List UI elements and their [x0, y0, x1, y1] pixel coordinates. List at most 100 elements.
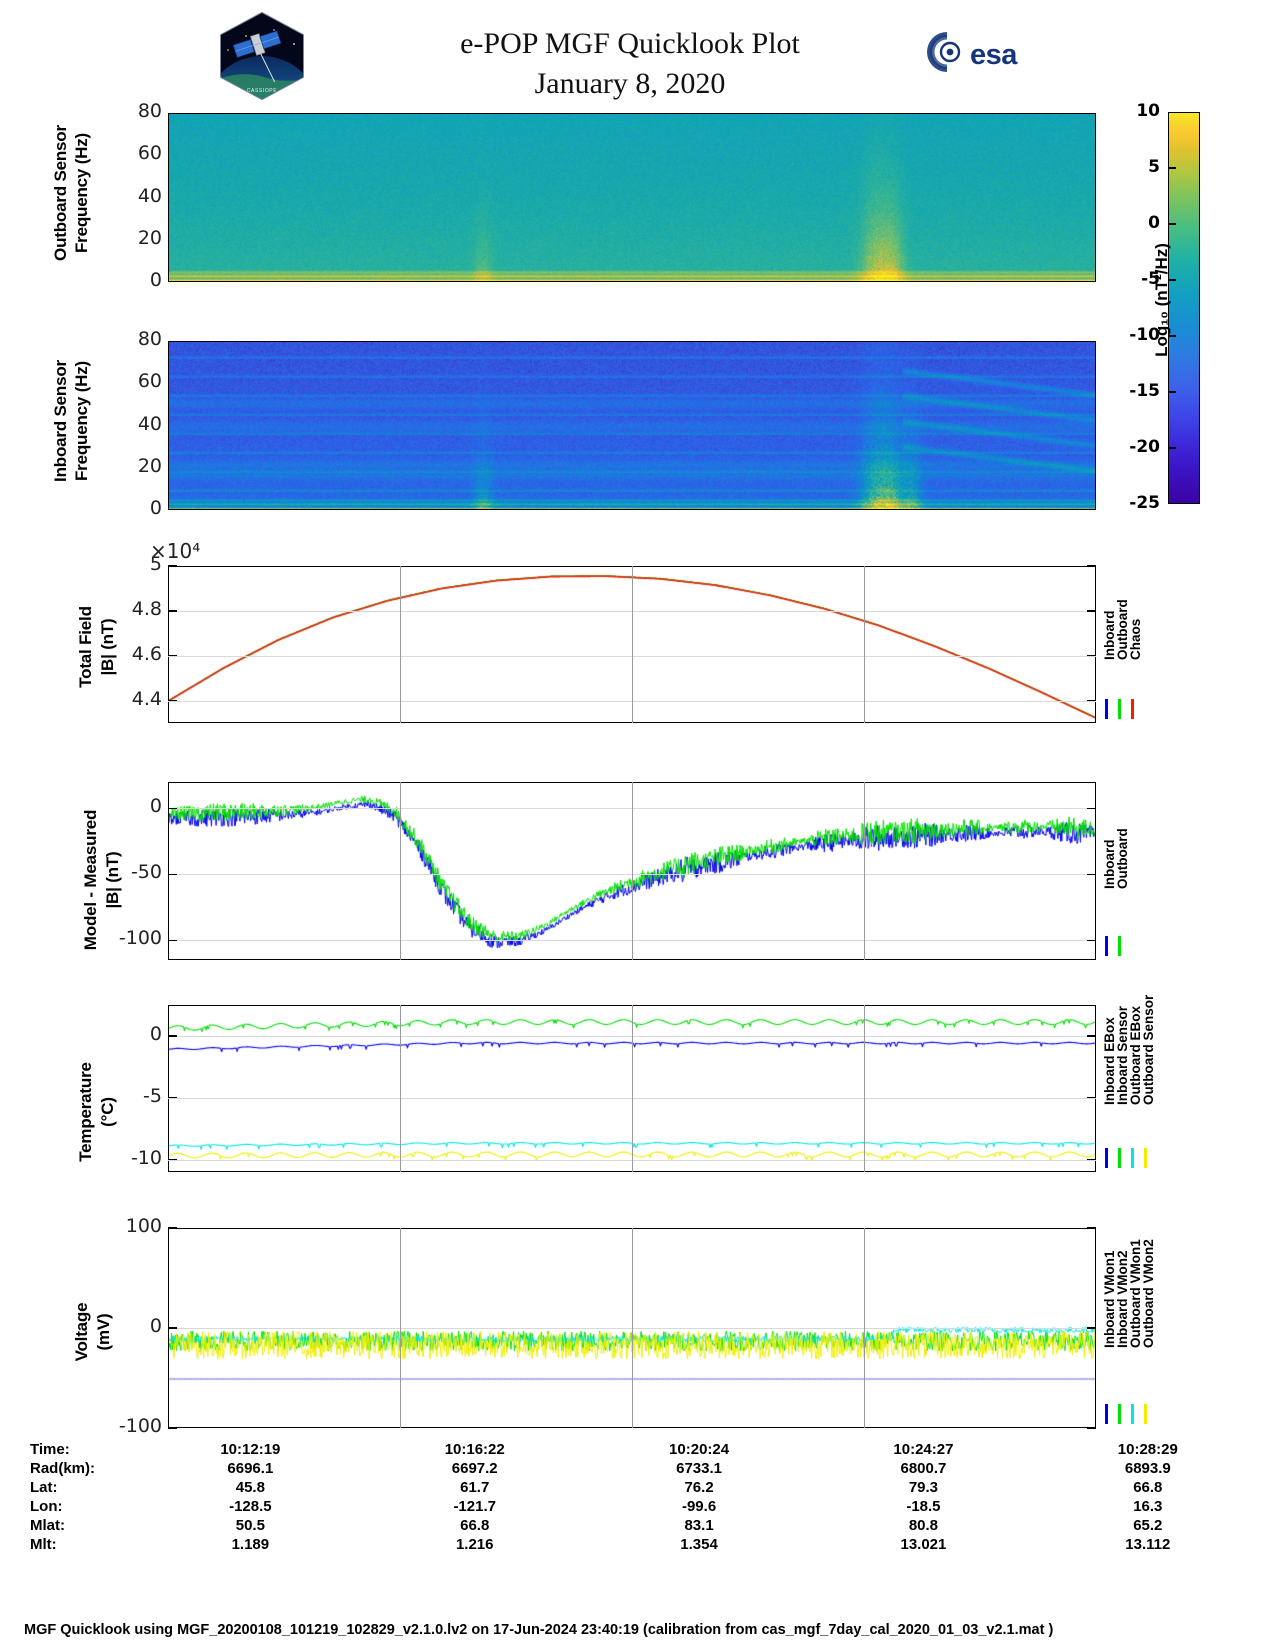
table-cell: 61.7	[460, 1479, 490, 1496]
table-cell: 50.5	[235, 1517, 265, 1534]
tick-mark	[168, 699, 177, 702]
tick-mark	[168, 1097, 177, 1099]
time-gridline	[400, 1228, 401, 1428]
colorbar-tick-label: -25	[1129, 493, 1160, 513]
colorbar-tick-mark	[1168, 391, 1176, 393]
table-cell: 6733.1	[676, 1460, 723, 1477]
total-field-exponent: ×10⁴	[150, 539, 201, 563]
table-cell: 10:16:22	[444, 1441, 505, 1458]
outboard-spectrogram-ytick: 20	[137, 226, 162, 249]
model-minus-measured-legend-swatch	[1105, 936, 1108, 956]
title-line-2: January 8, 2020	[534, 67, 726, 100]
tick-mark	[1087, 1035, 1096, 1037]
voltage-ytick: -100	[118, 1415, 162, 1437]
temperature-legend-swatch	[1105, 1148, 1108, 1168]
table-cell: 10:12:19	[220, 1441, 281, 1458]
model-minus-measured-legend-swatch	[1118, 936, 1121, 956]
table-cell: 6893.9	[1124, 1460, 1171, 1477]
time-gridline	[864, 566, 865, 723]
temperature-legend-swatch	[1144, 1148, 1147, 1168]
colorbar-tick-label: -10	[1129, 325, 1160, 345]
footer-provenance: MGF Quicklook using MGF_20200108_101219_…	[24, 1622, 1054, 1638]
tick-mark	[168, 610, 177, 612]
voltage-ytick: 100	[125, 1215, 162, 1237]
table-row-label: Mlat:	[30, 1517, 65, 1534]
table-cell: 66.8	[460, 1517, 490, 1534]
table-row: Lon: -128.5 -121.7 -99.6 -18.5 16.3	[30, 1497, 1260, 1516]
outboard-spectrogram-plot[interactable]	[168, 113, 1096, 282]
time-gridline	[864, 1005, 865, 1172]
temperature-legend-label: Outboard Sensor	[1141, 994, 1156, 1106]
outboard-spectrogram-ytick: 60	[137, 142, 162, 165]
inboard-spectrogram-plot[interactable]	[168, 341, 1096, 510]
time-gridline	[400, 1005, 401, 1172]
outboard-spectrogram-ytick: 0	[149, 269, 162, 291]
tick-mark	[1087, 1097, 1096, 1099]
model-minus-measured-legend-label: Outboard	[1115, 828, 1130, 889]
total-field-ytick: 4.4	[131, 687, 162, 710]
table-cell: 80.8	[908, 1517, 939, 1534]
cassiope-mission-patch-icon: CASSIOPE	[216, 10, 308, 102]
temperature-ytick: 0	[149, 1022, 162, 1045]
total-field-legend-swatch	[1105, 699, 1108, 719]
table-row: Mlat: 50.5 66.8 83.1 80.8 65.2	[30, 1516, 1260, 1535]
table-cell: 1.216	[455, 1536, 494, 1553]
colorbar-tick-label: 5	[1148, 157, 1160, 177]
colorbar-tick-label: 0	[1148, 213, 1160, 233]
esa-wordmark: esa	[970, 39, 1018, 71]
temperature-legend-swatch	[1118, 1148, 1121, 1168]
tick-mark	[1087, 807, 1096, 810]
model-minus-measured-ytick: 0	[149, 795, 162, 818]
svg-text:CASSIOPE: CASSIOPE	[247, 88, 277, 94]
tick-mark	[168, 1427, 177, 1429]
table-cell: 10:20:24	[669, 1441, 730, 1458]
table-cell: -99.6	[681, 1498, 717, 1515]
temperature-ytick: -10	[130, 1146, 162, 1169]
time-gridline	[632, 1005, 633, 1172]
colorbar-tick-mark	[1168, 335, 1176, 337]
outboard-spectrogram-ytick: 80	[137, 100, 162, 122]
table-row-label: Lon:	[30, 1498, 63, 1515]
table-cell: 10:28:29	[1117, 1441, 1178, 1458]
colorbar-tick-label: 10	[1136, 101, 1160, 121]
tick-mark	[168, 1035, 177, 1037]
time-gridline	[632, 566, 633, 723]
table-row: Time: 10:12:19 10:16:22 10:20:24 10:24:27 10:…	[30, 1440, 1260, 1459]
page-header: CASSIOPE e-POP MGF Quicklook Plot Januar…	[0, 0, 1275, 110]
table-cell: 13.112	[1125, 1536, 1171, 1553]
tick-mark	[168, 873, 177, 875]
tick-mark	[168, 1227, 177, 1229]
tick-mark	[168, 807, 177, 810]
table-cell: 16.3	[1133, 1498, 1163, 1515]
colorbar-tick-label: -20	[1129, 437, 1160, 457]
tick-mark	[1087, 610, 1096, 612]
table-cell: 76.2	[684, 1479, 714, 1496]
table-cell: -18.5	[906, 1498, 941, 1515]
temperature-legend-swatch	[1131, 1148, 1134, 1168]
tick-mark	[1087, 1327, 1096, 1329]
esa-logo-icon: esa	[925, 30, 1043, 74]
total-field-ytick: 4.8	[131, 597, 162, 620]
tick-mark	[168, 655, 177, 657]
table-cell: 65.2	[1133, 1517, 1163, 1534]
table-cell: 1.354	[680, 1536, 718, 1553]
table-row: Rad(km): 6696.1 6697.2 6733.1 6800.7 6893.9	[30, 1459, 1260, 1478]
table-cell: -128.5	[229, 1498, 272, 1515]
inboard-spectrogram-ytick: 80	[137, 328, 162, 350]
table-row-label: Rad(km):	[30, 1460, 96, 1477]
model-minus-measured-ytick: -100	[118, 927, 162, 950]
tick-mark	[1087, 1158, 1096, 1161]
outboard-spectrogram-ytick: 40	[137, 184, 162, 207]
table-cell: 10:24:27	[893, 1441, 954, 1458]
title-line-1: e-POP MGF Quicklook Plot	[460, 27, 800, 60]
tick-mark	[1087, 655, 1096, 657]
tick-mark	[168, 1327, 177, 1329]
table-cell: -121.7	[453, 1498, 496, 1515]
table-cell: 6697.2	[451, 1460, 498, 1477]
table-cell: 6696.1	[227, 1460, 274, 1477]
table-cell: 66.8	[1133, 1479, 1163, 1496]
colorbar-tick-mark	[1168, 447, 1176, 449]
voltage-ytick: 0	[149, 1315, 162, 1337]
model-minus-measured-ytick: -50	[130, 861, 162, 884]
table-cell: 1.189	[231, 1536, 270, 1553]
